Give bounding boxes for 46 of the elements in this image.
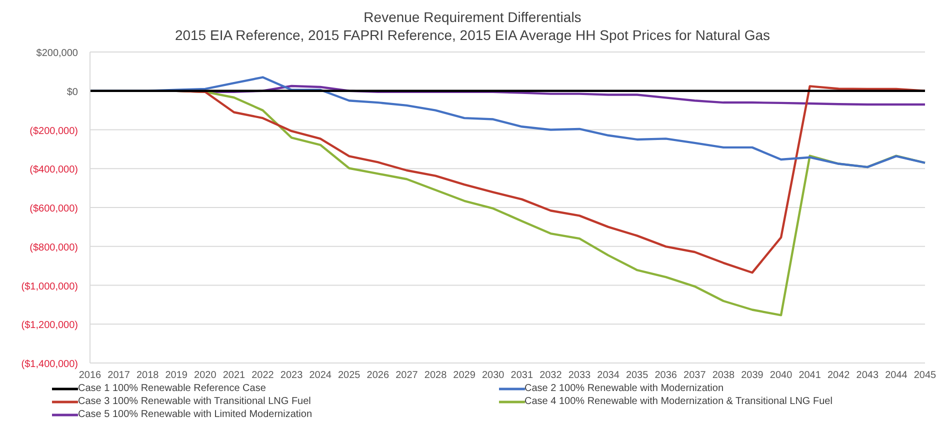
x-tick-label: 2039	[741, 370, 764, 382]
x-tick-label: 2028	[424, 370, 448, 382]
x-tick-label: 2033	[568, 370, 592, 382]
x-tick-label: 2029	[453, 370, 476, 382]
x-tick-label: 2034	[597, 370, 620, 382]
x-tick-label: 2019	[165, 370, 188, 382]
x-tick-label: 2030	[482, 370, 505, 382]
y-tick-label: ($800,000)	[30, 242, 78, 254]
x-tick-label: 2023	[280, 370, 304, 382]
legend-label: Case 4 100% Renewable with Modernization & Transitional LNG Fuel	[524, 396, 832, 407]
y-tick-label: ($1,000,000)	[21, 281, 78, 292]
x-tick-label: 2042	[827, 370, 850, 382]
y-tick-label: ($1,400,000)	[21, 359, 78, 370]
x-tick-label: 2026	[366, 370, 390, 382]
y-tick-label: $200,000	[36, 48, 78, 59]
x-tick-label: 2027	[396, 370, 418, 382]
legend-label: Case 3 100% Renewable with Transitional LNG Fuel	[78, 396, 311, 407]
legend-label: Case 2 100% Renewable with Modernization	[524, 383, 724, 394]
legend-label: Case 1 100% Renewable Reference Case	[78, 383, 266, 394]
x-tick-label: 2032	[540, 370, 562, 382]
x-tick-label: 2038	[712, 370, 736, 382]
chart-subtitle: 2015 EIA Reference, 2015 FAPRI Reference, 2015 EIA Average HH Spot Prices for Natural Gas	[174, 26, 772, 44]
x-tick-label: 2035	[626, 370, 649, 382]
x-tick-label: 2025	[338, 370, 361, 382]
x-tick-label: 2017	[108, 370, 130, 382]
x-tick-label: 2022	[252, 370, 274, 382]
x-tick-label: 2040	[770, 370, 793, 382]
x-tick-label: 2024	[309, 370, 332, 382]
y-tick-label: ($200,000)	[30, 126, 78, 137]
y-tick-label: ($1,200,000)	[21, 320, 78, 332]
x-tick-label: 2016	[78, 370, 102, 382]
x-tick-label: 2031	[510, 370, 534, 382]
y-tick-label: $0	[66, 86, 78, 98]
x-tick-label: 2018	[136, 370, 160, 382]
x-tick-label: 2036	[654, 370, 678, 382]
x-tick-label: 2021	[222, 370, 246, 382]
y-tick-label: ($400,000)	[30, 164, 78, 176]
x-tick-label: 2044	[885, 370, 908, 382]
legend-label: Case 5 100% Renewable with Limited Modernization	[78, 409, 312, 420]
x-tick-label: 2045	[914, 370, 937, 382]
x-tick-label: 2020	[194, 370, 217, 382]
chart-title: Revenue Requirement Differentials	[362, 8, 582, 26]
x-tick-label: 2041	[798, 370, 822, 382]
x-tick-label: 2037	[684, 370, 706, 382]
y-tick-label: ($600,000)	[30, 204, 78, 214]
x-tick-label: 2043	[856, 370, 879, 382]
